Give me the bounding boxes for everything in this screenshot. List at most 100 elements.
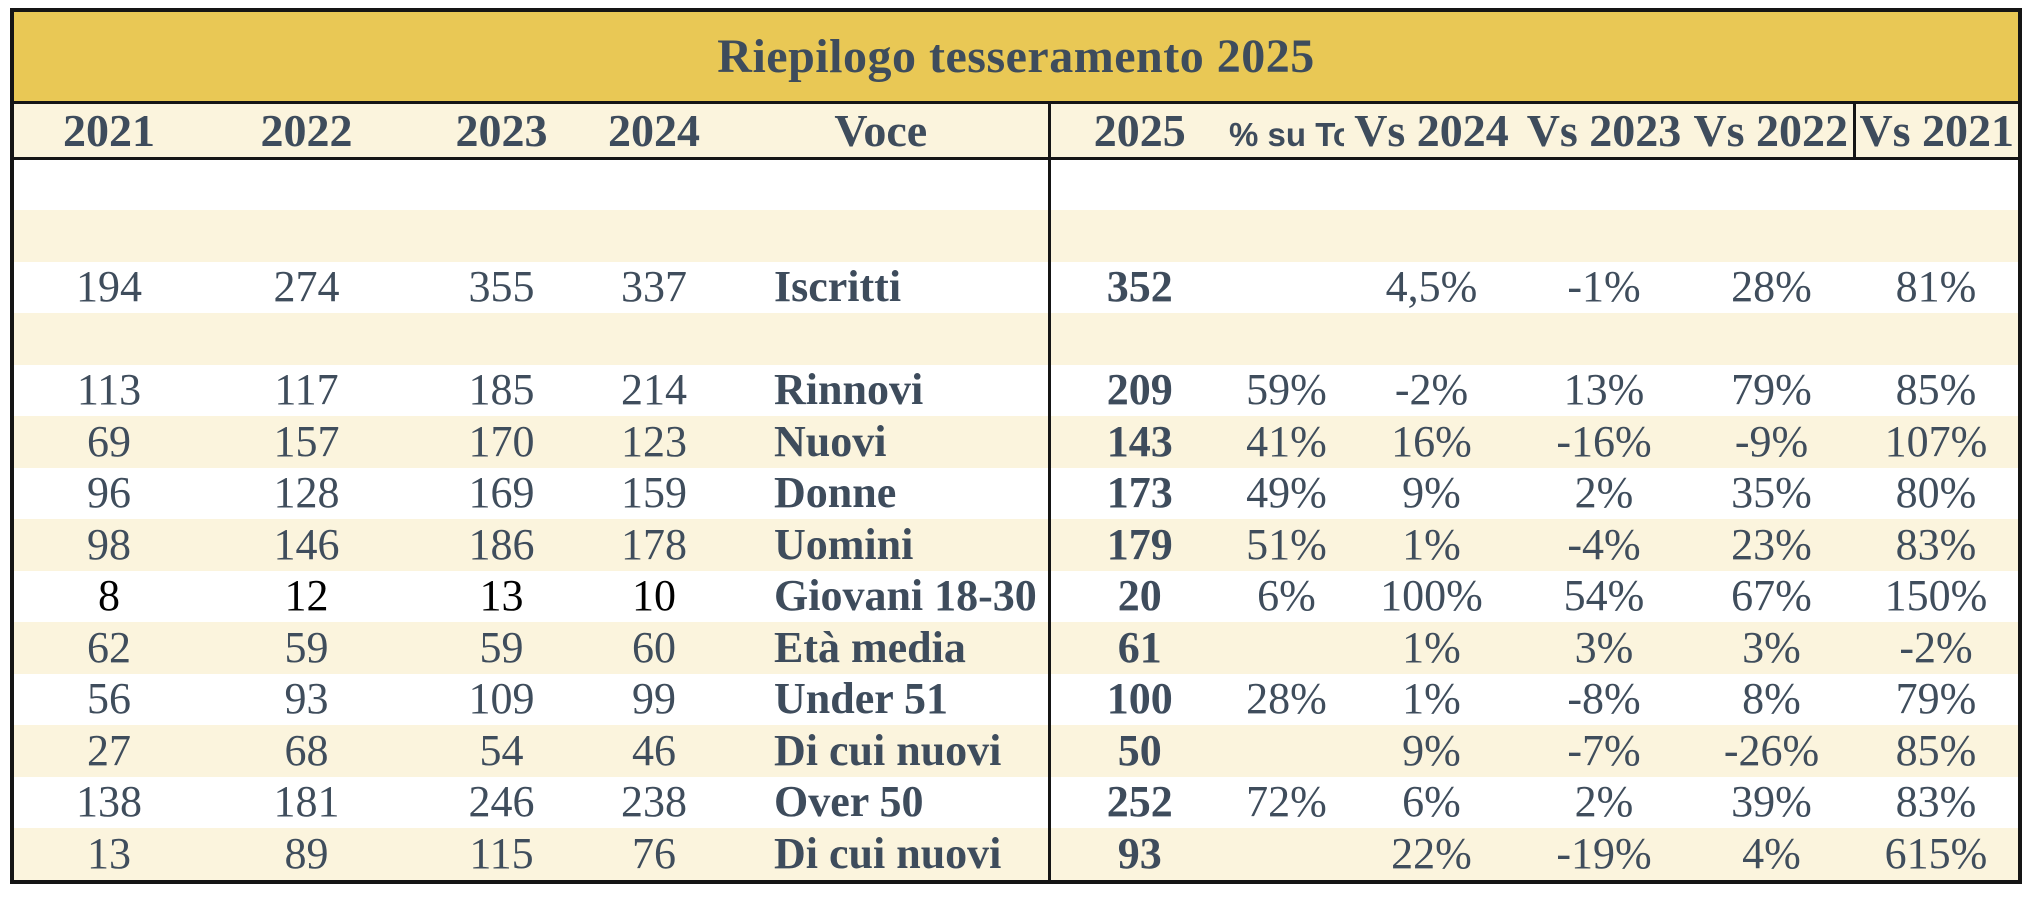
- cell: [1229, 159, 1344, 211]
- cell: 72%: [1246, 777, 1327, 827]
- cell: [594, 210, 714, 262]
- cell: [1689, 210, 1854, 262]
- cell: Di cui nuovi: [774, 725, 1002, 775]
- cell: 61: [1047, 622, 1229, 674]
- cell: 4,5%: [1385, 262, 1478, 312]
- cell: -8%: [1567, 674, 1641, 724]
- col-header-2024: 2024: [594, 104, 714, 160]
- cell: [1854, 313, 2018, 365]
- cell: 62: [87, 622, 131, 672]
- cell: 615%: [1884, 828, 1988, 878]
- cell: 22%: [1391, 828, 1472, 878]
- cell: [1519, 313, 1689, 365]
- cell: 100%: [1380, 571, 1483, 621]
- cell: 337: [621, 262, 687, 312]
- cell: 170: [468, 416, 535, 466]
- cell: 54: [479, 725, 524, 775]
- cell: -16%: [1556, 416, 1652, 466]
- cell: 13: [479, 571, 524, 621]
- cell: 146: [273, 519, 340, 569]
- cell: Età media: [774, 622, 966, 672]
- cell: 76: [632, 828, 676, 878]
- cell: [204, 159, 409, 211]
- cell: 99: [632, 674, 676, 724]
- cell: 169: [468, 468, 535, 518]
- cell: 10: [632, 571, 676, 621]
- cell: [14, 313, 204, 365]
- table-row-eta-media: 62 59 59 60 Età media 61 1% 3% 3% -2%: [14, 622, 2018, 674]
- summary-table-frame: Riepilogo tesseramento 2025 2021 2022 20…: [10, 8, 2022, 884]
- cell: 28%: [1731, 262, 1812, 312]
- col-header-voce: Voce: [714, 104, 1049, 160]
- cell: 41%: [1246, 416, 1327, 466]
- table-row-di-cui-nuovi-over: 13 89 115 76 Di cui nuovi 93 22% -19% 4%…: [14, 828, 2018, 880]
- table-row-rinnovi: 113 117 185 214 Rinnovi 209 59% -2% 13% …: [14, 364, 2018, 416]
- col-header-2025: 2025: [1047, 104, 1229, 160]
- cell: [1229, 725, 1344, 777]
- cell: [1344, 159, 1519, 211]
- cell: 2%: [1574, 468, 1634, 518]
- cell: -26%: [1723, 725, 1820, 775]
- cell: 59%: [1246, 365, 1327, 415]
- cell: 80%: [1895, 468, 1977, 518]
- col-header-2023: 2023: [409, 104, 594, 160]
- cell: 13%: [1563, 365, 1645, 415]
- cell: 117: [274, 365, 339, 415]
- cell: 8%: [1742, 674, 1801, 724]
- cell: 238: [621, 777, 687, 827]
- cell: 51%: [1246, 519, 1327, 569]
- table-row-over-50: 138 181 246 238 Over 50 252 72% 6% 2% 39…: [14, 776, 2018, 828]
- cell: [204, 313, 409, 365]
- cell: 109: [468, 674, 535, 724]
- cell: 352: [1047, 261, 1229, 313]
- cell: Di cui nuovi: [774, 828, 1002, 878]
- cell: 28%: [1246, 674, 1327, 724]
- col-header-pct-su-tot: % su Tot: [1229, 104, 1344, 160]
- cell: 12: [284, 571, 329, 621]
- cell: [409, 313, 594, 365]
- cell: 4%: [1742, 828, 1801, 878]
- cell: 98: [87, 519, 131, 569]
- cell: 8: [98, 571, 120, 621]
- cell: 59: [284, 622, 329, 672]
- cell: -9%: [1734, 416, 1809, 466]
- cell: -7%: [1567, 725, 1641, 775]
- cell: [594, 159, 714, 211]
- cell: [1854, 159, 2018, 211]
- cell: -2%: [1394, 365, 1469, 415]
- cell: 50: [1047, 725, 1229, 777]
- table-row-blank: [14, 313, 2018, 365]
- cell: 59: [479, 622, 524, 672]
- table-row-donne: 96 128 169 159 Donne 173 49% 9% 2% 35% 8…: [14, 467, 2018, 519]
- cell: 39%: [1731, 777, 1812, 827]
- membership-summary-table: 2021 2022 2023 2024 Voce 2025 % su Tot V…: [14, 104, 2018, 880]
- cell: 246: [468, 777, 535, 827]
- cell: 128: [273, 468, 340, 518]
- cell: 54%: [1563, 571, 1645, 621]
- cell: -4%: [1567, 519, 1641, 569]
- cell: [1689, 159, 1854, 211]
- table-row-uomini: 98 146 186 178 Uomini 179 51% 1% -4% 23%…: [14, 519, 2018, 571]
- cell: -1%: [1567, 262, 1641, 312]
- cell: 194: [76, 262, 142, 312]
- cell: 3%: [1574, 622, 1634, 672]
- cell: Donne: [774, 468, 897, 518]
- cell: 186: [468, 519, 535, 569]
- cell: [1047, 313, 1229, 365]
- table-row-blank: [14, 158, 2018, 211]
- header-row: 2021 2022 2023 2024 Voce 2025 % su Tot V…: [14, 104, 2018, 160]
- cell: 150%: [1884, 571, 1988, 621]
- cell: [714, 210, 1049, 262]
- cell: 35%: [1731, 468, 1812, 518]
- cell: Giovani 18-30: [774, 571, 1037, 621]
- cell: 79%: [1895, 674, 1977, 724]
- cell: 79%: [1731, 365, 1812, 415]
- cell: 83%: [1895, 519, 1977, 569]
- cell: [14, 210, 204, 262]
- cell: 89: [284, 828, 329, 878]
- cell: 209: [1047, 364, 1229, 416]
- cell: [1854, 210, 2018, 262]
- cell: 100: [1047, 673, 1229, 725]
- cell: -19%: [1556, 828, 1652, 878]
- cell: 214: [621, 365, 687, 415]
